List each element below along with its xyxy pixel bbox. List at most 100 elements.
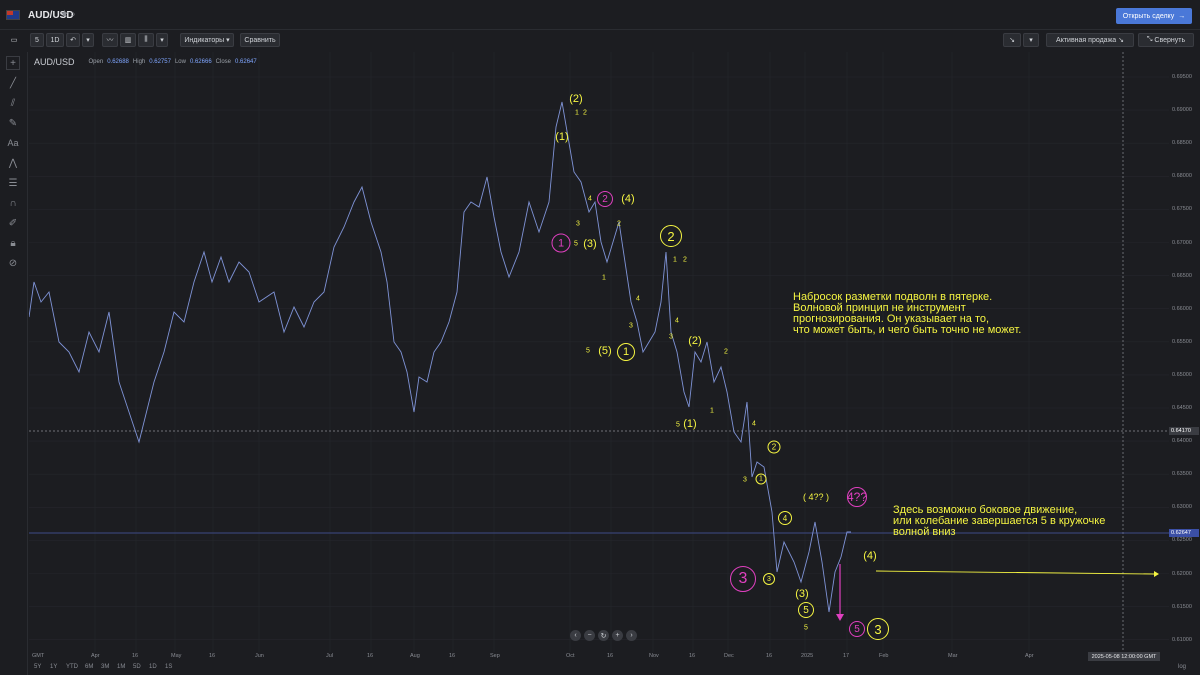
wave-label: (2): [569, 93, 583, 105]
time-tick: 16: [132, 653, 139, 659]
high-label: High: [132, 59, 146, 65]
trend-down-icon[interactable]: ↘: [1003, 33, 1021, 47]
arrow-head-icon: [1154, 571, 1159, 577]
candles-icon[interactable]: ⫼: [138, 33, 154, 47]
range-1y-button[interactable]: 1Y: [50, 664, 58, 670]
price-tick: 0.65500: [1172, 338, 1192, 345]
undo-icon[interactable]: ↶: [66, 33, 80, 47]
range-6m-button[interactable]: 6M: [85, 664, 94, 670]
time-tick: 16: [766, 653, 773, 659]
price-tick: 0.66500: [1172, 272, 1192, 279]
time-tick: May: [171, 653, 182, 659]
timezone-label: GMT: [32, 653, 45, 659]
wave-label: (4): [621, 193, 635, 205]
pattern-icon[interactable]: ⋀: [8, 157, 18, 169]
price-chart[interactable]: [29, 52, 1169, 652]
symbol-title[interactable]: AUD/USD: [28, 10, 74, 21]
price-axis[interactable]: 0.69500 0.69000 0.68500 0.68000 0.67500 0.670…: [1168, 52, 1200, 652]
crosshair-icon[interactable]: +: [6, 56, 20, 70]
price-tick: 0.64500: [1172, 405, 1192, 411]
log-toggle[interactable]: log: [1177, 664, 1186, 670]
range-5d-button[interactable]: 5D: [133, 664, 141, 670]
scroll-left-icon[interactable]: ‹: [570, 630, 581, 641]
trendline-icon[interactable]: ╱: [9, 77, 17, 89]
low-label: Low: [174, 59, 186, 65]
wave-label: 5: [574, 240, 578, 248]
indicators-button[interactable]: Индикаторы ▾: [180, 33, 234, 47]
channel-icon[interactable]: ⫽: [10, 97, 16, 109]
wave-label: 2: [597, 191, 613, 207]
magnet-icon[interactable]: ∩: [9, 197, 17, 209]
time-tick: Dec: [724, 653, 734, 659]
wave-label: ( 4?? ): [802, 492, 830, 502]
wave-label: 3: [743, 476, 747, 484]
price-tick: 0.64000: [1172, 438, 1192, 445]
price-tick: 0.65000: [1172, 371, 1192, 378]
line-chart-icon[interactable]: 〰: [102, 33, 118, 47]
collapse-label: Свернуть: [1154, 36, 1186, 44]
wave-label: 1: [602, 274, 606, 282]
time-tick: Mar: [948, 653, 958, 659]
range-1s-button[interactable]: 1S: [165, 664, 173, 670]
active-sell-button[interactable]: Активная продажа ↘: [1046, 33, 1134, 47]
open-value: 0.62688: [107, 59, 129, 65]
zoom-in-icon[interactable]: +: [612, 630, 623, 641]
last-price-label: 0.62647: [1169, 529, 1199, 537]
compare-button[interactable]: Сравнить: [240, 33, 280, 47]
arrow-right-icon: →: [1178, 12, 1186, 20]
ruler-icon[interactable]: ✐: [8, 217, 18, 229]
range-1m-button[interactable]: 1M: [117, 664, 126, 670]
wave-label: 4??: [847, 487, 867, 507]
range-bar: log 5Y 1Y YTD 6M 3M 1M 5D 1D 1S: [0, 662, 1200, 675]
price-tick: 0.63000: [1172, 504, 1192, 511]
wave-label: 1: [617, 343, 635, 361]
time-tick: Apr: [91, 653, 100, 659]
wave-label: 2: [660, 225, 682, 247]
open-label: Open: [88, 59, 104, 65]
chart-type-icon[interactable]: ▭: [10, 37, 18, 44]
fibonacci-icon[interactable]: ☰: [8, 177, 18, 189]
range-1d-button[interactable]: 1D: [149, 664, 157, 670]
star-icon[interactable]: ★: [60, 9, 69, 20]
chevron-down-icon[interactable]: ▾: [82, 33, 94, 47]
wave-label: 2: [724, 348, 728, 356]
chart-navigation: ‹ − ↻ + ›: [570, 630, 637, 641]
range-5y-button[interactable]: 5Y: [34, 664, 42, 670]
chevron-down-icon[interactable]: ▾: [1023, 33, 1039, 47]
top-bar: AUD/USD ★ ⌕ Открыть сделку →: [0, 0, 1200, 30]
time-axis[interactable]: GMT Apr 16 May 16 Jun Jul 16 Aug 16 Sep Oct 16 Nov 16…: [29, 652, 1169, 662]
wave-label: 5: [798, 602, 814, 618]
hide-icon[interactable]: ⊘: [8, 257, 18, 269]
zoom-out-icon[interactable]: −: [584, 630, 595, 641]
legend-symbol[interactable]: AUD/USD: [34, 57, 75, 67]
price-tick: 0.66000: [1172, 305, 1192, 312]
search-icon[interactable]: ⌕: [70, 9, 76, 20]
note-sideways: Здесь возможно боковое движение, или кол…: [893, 504, 1106, 538]
open-deal-button[interactable]: Открыть сделку →: [1116, 8, 1192, 24]
interval-1d-button[interactable]: 1D: [46, 33, 64, 47]
time-tick: Aug: [410, 653, 420, 659]
arrow-head-icon: [836, 614, 844, 621]
time-tick: Feb: [879, 653, 889, 659]
range-3m-button[interactable]: 3M: [101, 664, 110, 670]
brush-icon[interactable]: ✎: [8, 117, 18, 129]
text-tool-icon[interactable]: Aa: [7, 138, 19, 148]
collapse-button[interactable]: ⤡ Свернуть: [1138, 33, 1194, 47]
chart-toolbar: ▭ 5 1D ↶ ▾ 〰 ▥ ⫼ ▾ Индикаторы ▾ Сравнить…: [0, 31, 1200, 51]
price-tick: 0.61500: [1172, 603, 1192, 610]
lock-icon[interactable]: 🔒︎: [10, 237, 16, 249]
time-tick: 2025: [801, 653, 814, 659]
range-ytd-button[interactable]: YTD: [66, 664, 78, 670]
reset-icon[interactable]: ↻: [598, 630, 609, 641]
price-series-line: [29, 101, 851, 613]
area-chart-icon[interactable]: ▥: [120, 33, 136, 47]
wave-label: (3): [583, 238, 597, 250]
price-tick: 0.63500: [1172, 471, 1192, 478]
time-tick: Jun: [255, 653, 264, 659]
wave-label: (5): [598, 345, 612, 357]
wave-label: (1): [683, 418, 697, 430]
interval-5-button[interactable]: 5: [30, 33, 44, 47]
scroll-right-icon[interactable]: ›: [626, 630, 637, 641]
chevron-down-icon[interactable]: ▾: [156, 33, 168, 47]
time-tick: 16: [607, 653, 614, 659]
